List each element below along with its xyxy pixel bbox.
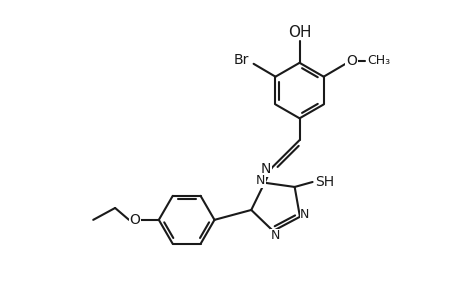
Text: N: N (260, 162, 270, 176)
Text: Br: Br (234, 53, 249, 67)
Text: N: N (270, 230, 279, 242)
Text: N: N (300, 208, 309, 221)
Text: OH: OH (287, 25, 311, 40)
Text: N: N (255, 174, 265, 187)
Text: SH: SH (314, 175, 333, 189)
Text: CH₃: CH₃ (366, 54, 389, 67)
Text: O: O (129, 213, 140, 227)
Text: O: O (345, 54, 356, 68)
